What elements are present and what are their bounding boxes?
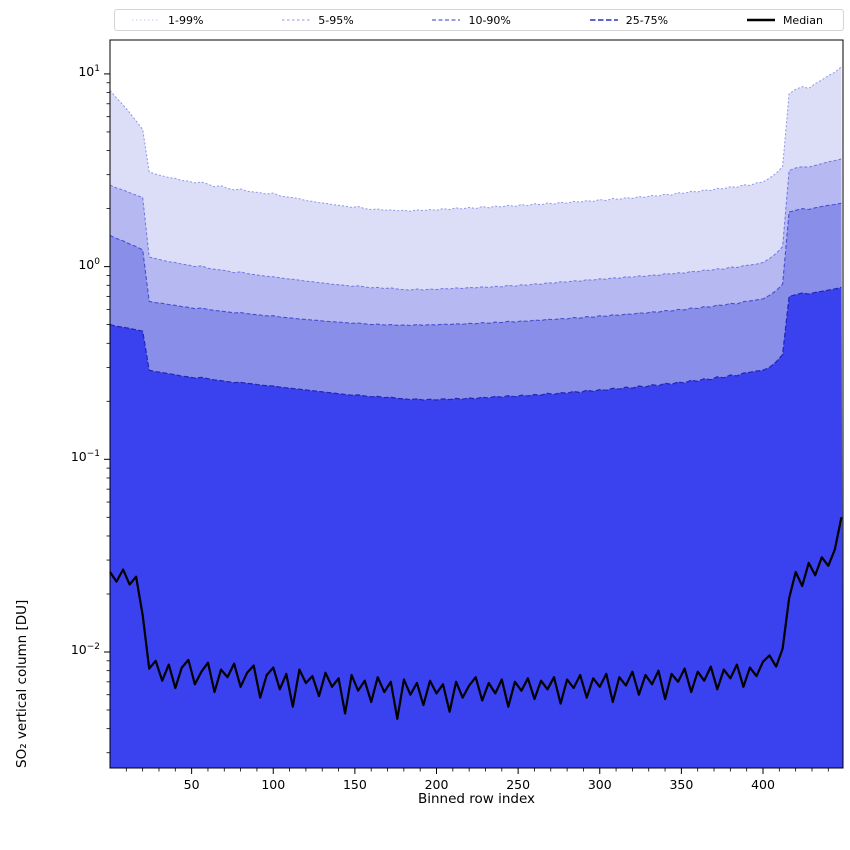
legend-entry-5-95: 5-95% [281, 13, 354, 27]
y-axis-label: SO₂ vertical column [DU] [14, 599, 30, 768]
legend-label: 5-95% [318, 13, 354, 27]
legend-entry-25-75: 25-75% [589, 14, 668, 27]
legend-entry-median: Median [746, 14, 823, 27]
x-axis-label: Binned row index [417, 791, 536, 807]
legend-label: Median [782, 13, 823, 27]
legend-line-sample-icon [282, 19, 311, 21]
legend-line-sample-icon [746, 18, 775, 22]
legend-line-sample-icon [132, 19, 160, 21]
legend-line-sample-icon [432, 19, 461, 21]
legend: 1-99% 5-95% 10-90% 25-75% Median [114, 9, 844, 31]
legend-label: 25-75% [625, 13, 669, 27]
legend-label: 10-90% [468, 13, 511, 27]
legend-label: 1-99% [168, 13, 204, 27]
legend-entry-10-90: 10-90% [431, 13, 511, 27]
legend-entry-1-99: 1-99% [131, 14, 203, 27]
legend-line-sample-icon [589, 19, 618, 21]
